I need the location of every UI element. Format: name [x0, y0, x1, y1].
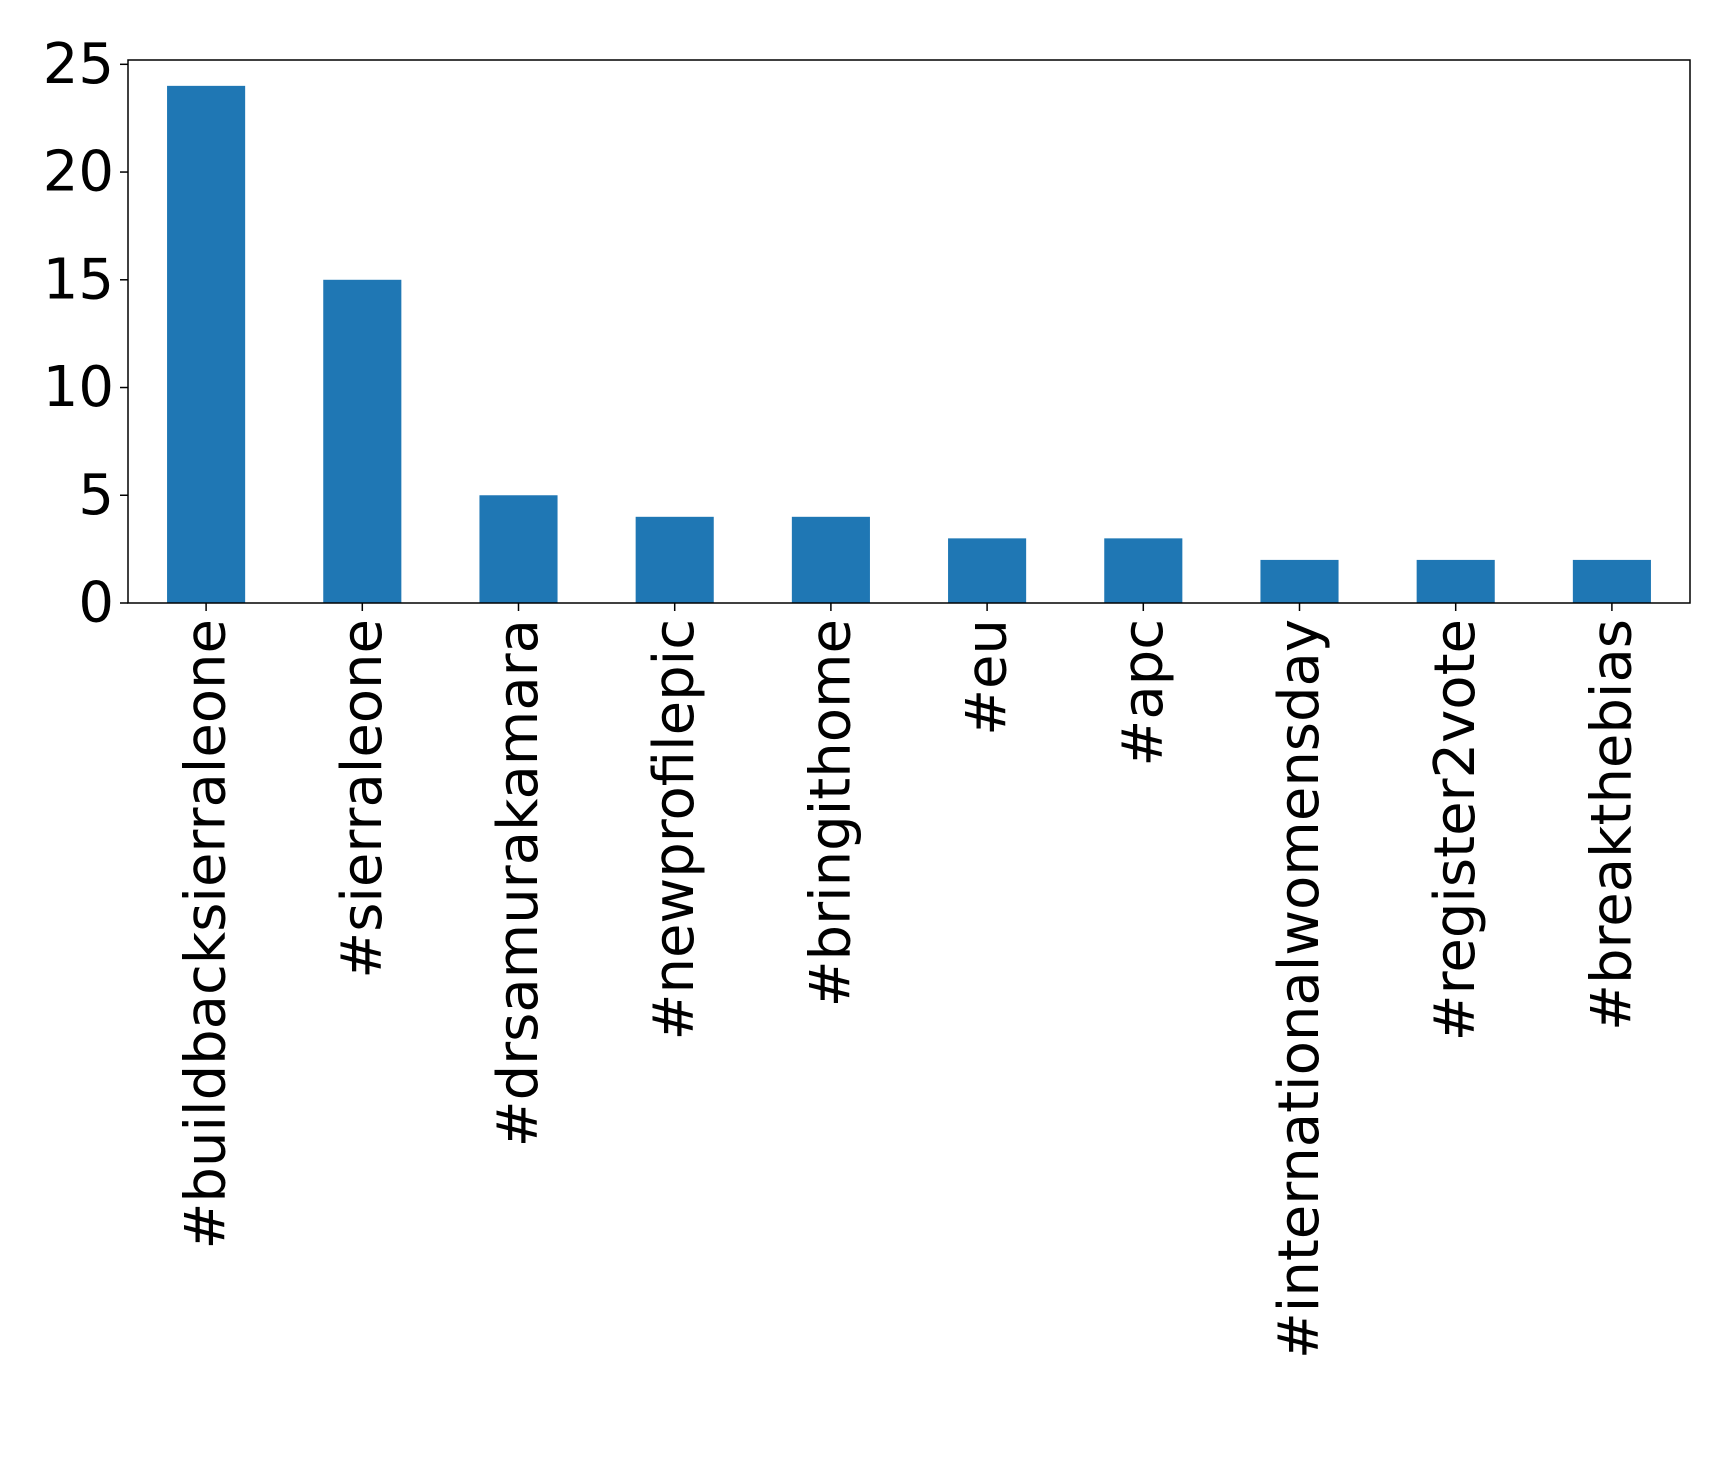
x-tick-label: #bringithome — [798, 619, 863, 1007]
bar-apc — [1104, 538, 1183, 603]
y-tick-label: 0 — [78, 571, 114, 636]
plot-frame — [127, 59, 1691, 604]
x-tick-label: #eu — [955, 619, 1020, 736]
y-axis: 0 5 10 15 20 25 — [43, 32, 128, 636]
y-tick-label: 5 — [78, 463, 114, 528]
bars-group — [167, 85, 1651, 604]
x-tick-label: #internationalwomensday — [1267, 619, 1332, 1359]
bar-sierraleone — [323, 279, 402, 603]
x-tick-label: #drsamurakamara — [486, 619, 551, 1147]
bar-breakthebias — [1572, 559, 1651, 603]
x-tick-label: #register2vote — [1423, 619, 1488, 1041]
bar-drsamurakamara — [479, 495, 558, 603]
x-tick-label: #buildbacksierraleone — [174, 619, 239, 1250]
bar-internationalwomensday — [1260, 559, 1339, 603]
bar-buildbacksierraleone — [167, 85, 246, 604]
bar-newprofilepic — [635, 516, 714, 603]
y-tick-label: 20 — [43, 140, 114, 205]
bar-register2vote — [1416, 559, 1495, 603]
x-tick-label: #apc — [1111, 619, 1176, 767]
bar-bringithome — [791, 516, 870, 603]
x-axis: #buildbacksierraleone #sierraleone #drsamu… — [174, 603, 1644, 1359]
x-tick-label: #sierraleone — [330, 619, 395, 979]
bar-eu — [948, 538, 1027, 603]
y-tick-label: 10 — [43, 355, 114, 420]
x-tick-label: #newprofilepic — [642, 619, 707, 1040]
y-tick-label: 15 — [43, 247, 114, 312]
y-tick-label: 25 — [43, 32, 114, 97]
x-tick-label: #breakthebias — [1579, 619, 1644, 1031]
